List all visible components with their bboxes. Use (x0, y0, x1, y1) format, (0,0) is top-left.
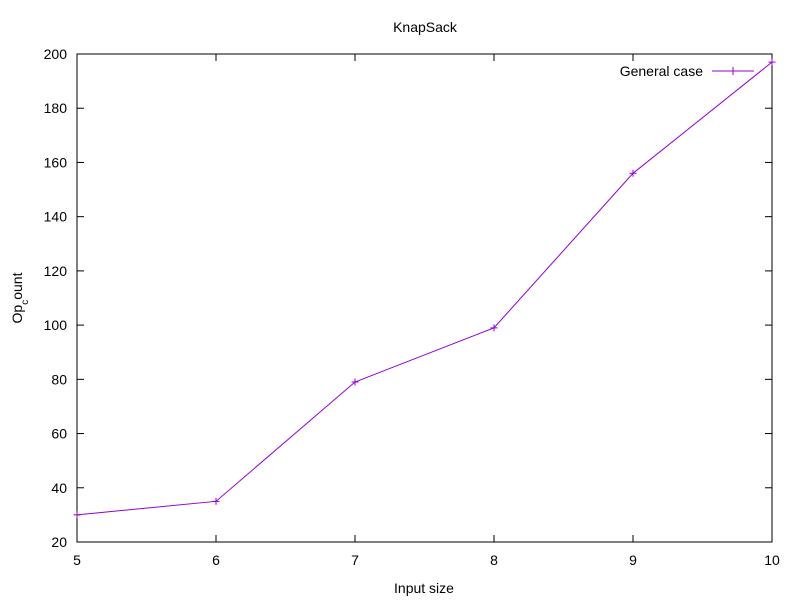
legend: General case (620, 63, 754, 79)
y-tick-label: 160 (44, 154, 68, 170)
x-tick-label: 6 (212, 552, 220, 568)
x-tick-label: 7 (351, 552, 359, 568)
y-axis-title: Opcount (9, 272, 31, 323)
x-tick-label: 10 (764, 552, 780, 568)
y-tick-label: 80 (51, 371, 67, 387)
x-tick-label: 9 (629, 552, 637, 568)
series-line (76, 61, 773, 516)
legend-label: General case (620, 63, 703, 79)
y-tick-label: 20 (51, 534, 67, 550)
x-tick-label: 5 (73, 552, 81, 568)
series-layer (73, 58, 776, 519)
y-axis-title-main: Op (9, 305, 25, 324)
chart-title: KnapSack (393, 19, 458, 35)
y-axis-title-rest: ount (9, 272, 25, 299)
x-tick-label: 8 (490, 552, 498, 568)
y-tick-label: 120 (44, 263, 68, 279)
y-axis-ticks: 20 40 60 80 100 120 140 160 180 200 (44, 46, 772, 550)
data-point-marker (73, 511, 81, 519)
y-tick-label: 200 (44, 46, 68, 62)
legend-marker (729, 67, 737, 75)
y-tick-label: 180 (44, 100, 68, 116)
data-point-marker (490, 324, 498, 332)
x-axis-ticks: 5 6 7 8 9 10 (73, 54, 780, 568)
plot-frame (76, 53, 773, 543)
y-tick-label: 140 (44, 209, 68, 225)
x-axis-title: Input size (394, 580, 454, 596)
y-axis-title-subscript: c (20, 300, 31, 305)
y-tick-label: 40 (51, 480, 67, 496)
y-tick-label: 100 (44, 317, 68, 333)
data-point-marker (351, 378, 359, 386)
y-tick-label: 60 (51, 426, 67, 442)
data-point-marker (212, 497, 220, 505)
data-point-marker (768, 58, 776, 66)
data-point-marker (629, 169, 637, 177)
